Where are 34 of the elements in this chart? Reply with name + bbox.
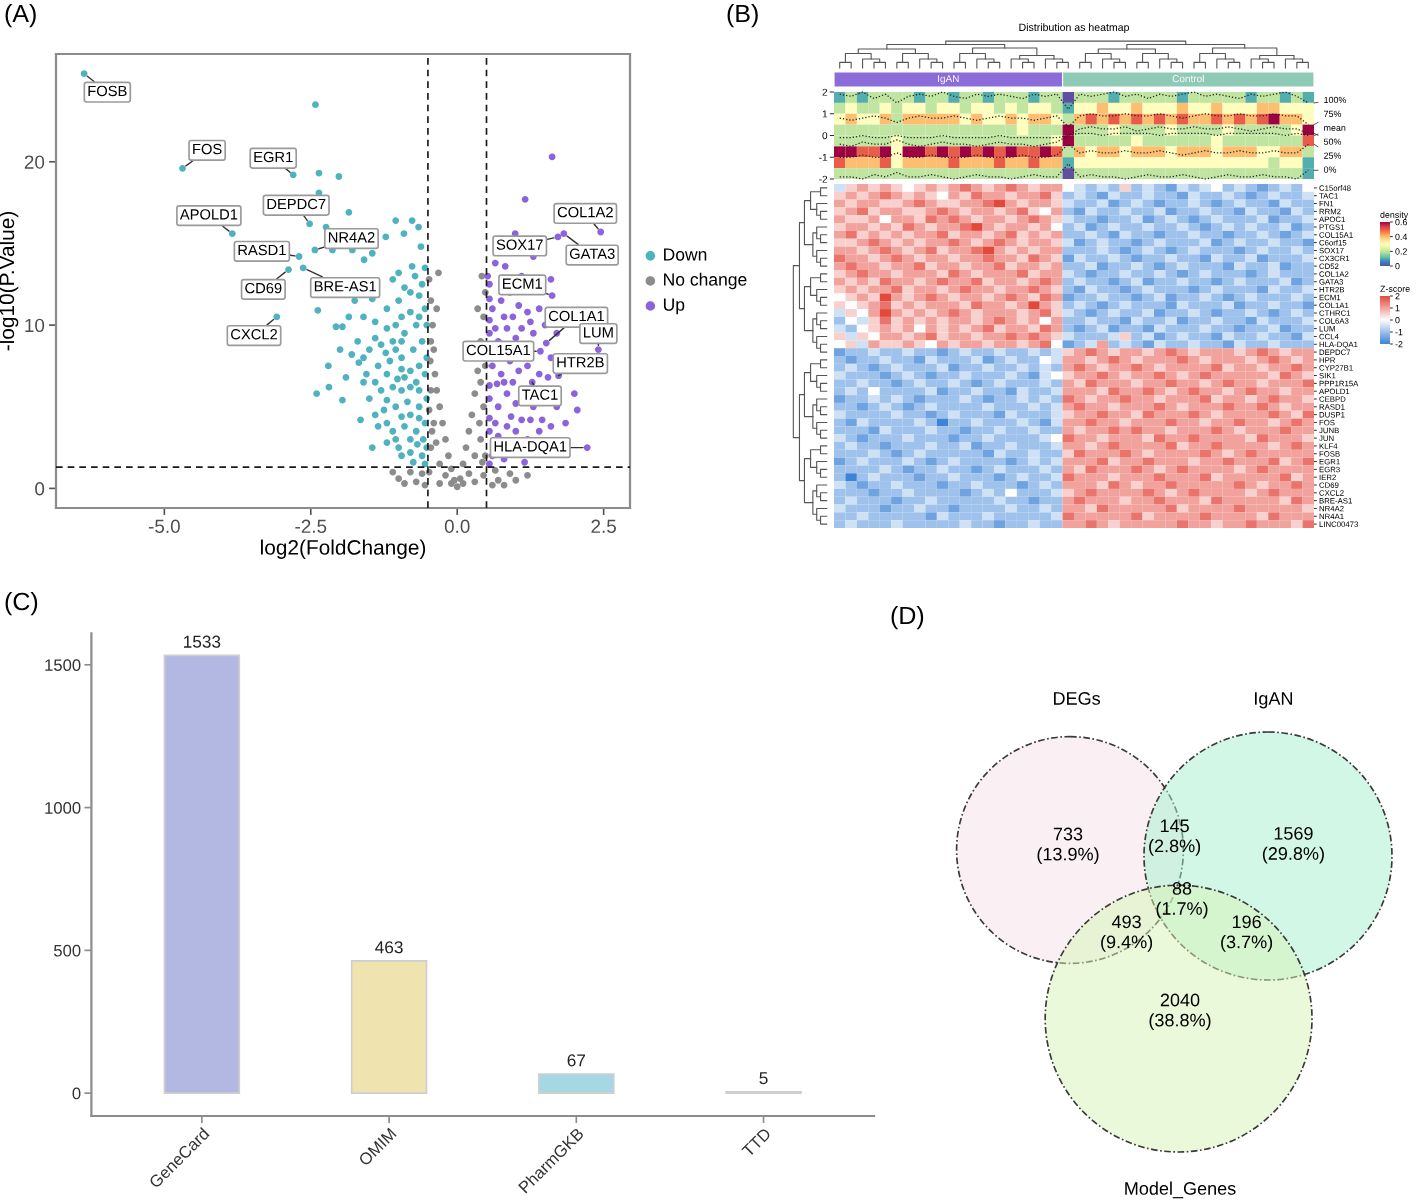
legend-label: Up: [663, 298, 685, 315]
x-tick-label: 0.0: [444, 519, 470, 533]
legend-label: Down: [664, 248, 707, 261]
text: 2040 (38.8%): [1149, 993, 1211, 1031]
y-tick-label: 1500: [45, 659, 81, 672]
x-tick-label: -2.5: [295, 519, 327, 533]
text: (B): [727, 4, 758, 28]
x-tick-label: TTD: [741, 1127, 772, 1158]
text: 493 (9.4%): [1101, 915, 1153, 952]
data-label: 67: [567, 1054, 586, 1067]
y-tick-label: 0: [35, 482, 45, 496]
x-tick-label: -5.0: [148, 519, 180, 533]
x-tick-label: 2.5: [591, 519, 616, 533]
data-label: 463: [375, 941, 403, 954]
x-axis-title: log2(FoldChange): [261, 539, 426, 559]
category-label: Model_Genes: [1125, 1181, 1236, 1199]
y-tick-label: 1000: [45, 801, 81, 814]
category-label: IgAN: [1255, 692, 1292, 709]
y-tick-label: 0: [72, 1087, 81, 1100]
data-label: 5: [759, 1072, 768, 1085]
text: 145 (2.8%): [1149, 819, 1201, 856]
text: 88 (1.7%): [1156, 882, 1208, 919]
text: 196 (3.7%): [1221, 915, 1273, 952]
y-tick-label: 500: [53, 944, 81, 957]
y-tick-label: 20: [24, 155, 45, 169]
text: (A): [5, 4, 36, 28]
text: (C): [5, 592, 38, 616]
data-label: 1533: [184, 635, 221, 648]
text: 1569 (29.8%): [1262, 827, 1324, 864]
y-tick-label: 10: [25, 318, 45, 333]
text: 733 (13.9%): [1037, 827, 1099, 865]
category-label: DEGs: [1054, 692, 1101, 705]
legend-label: No change: [664, 272, 747, 290]
text: (D): [891, 606, 924, 630]
